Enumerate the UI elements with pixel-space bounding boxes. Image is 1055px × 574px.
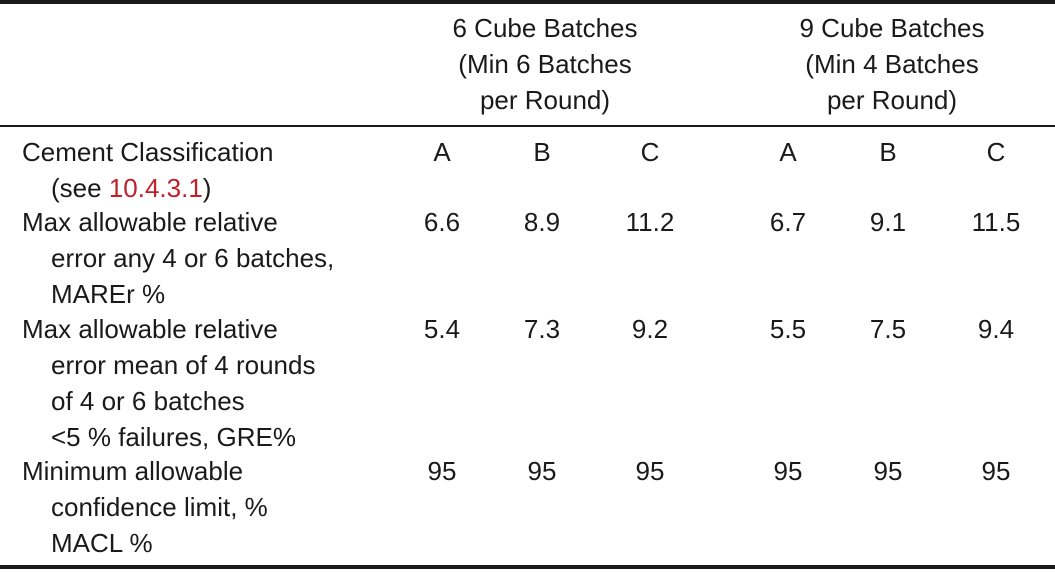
table-cell: 95 — [873, 456, 903, 486]
row-label: Minimum allowable confidence limit, % MA… — [22, 453, 402, 561]
table-cell: 11.5 — [971, 207, 1021, 237]
table-cell: 95 — [773, 456, 803, 486]
table-cell: 95 — [427, 456, 457, 486]
table-cell: 95 — [981, 456, 1011, 486]
table-cell: B — [879, 137, 897, 167]
row-label-line: Max allowable relative — [22, 207, 278, 237]
table-cell: 6.7 — [769, 207, 807, 237]
row-label-prefix: (see — [51, 173, 109, 203]
table-cell: 8.9 — [523, 207, 561, 237]
header-line: per Round) — [826, 85, 958, 115]
table-cell: 7.5 — [869, 314, 907, 344]
row-label-line: MAREr % — [51, 279, 166, 309]
row-label-line: MACL % — [51, 528, 153, 558]
row-label: Cement Classification (see 10.4.3.1) — [22, 134, 402, 206]
row-label-line: error any 4 or 6 batches, — [51, 243, 335, 273]
row-label-line: Minimum allowable — [22, 456, 244, 486]
table-top-rule — [0, 0, 1055, 4]
table-cell: 95 — [527, 456, 557, 486]
header-line: 6 Cube Batches — [452, 13, 638, 43]
table-cell: A — [779, 137, 797, 167]
table-cell: C — [640, 137, 660, 167]
row-label-line: (see 10.4.3.1) — [22, 170, 402, 206]
table-cell: 9.2 — [631, 314, 669, 344]
table-cell: 9.4 — [977, 314, 1015, 344]
row-label-suffix: ) — [202, 173, 212, 203]
header-separator-rule — [0, 125, 1055, 127]
header-line: (Min 4 Batches — [805, 49, 979, 79]
table-cell: B — [533, 137, 551, 167]
row-label-line: <5 % failures, GRE% — [51, 422, 296, 452]
section-reference-link[interactable]: 10.4.3.1 — [108, 173, 203, 203]
column-group-header-6-cube: 6 Cube Batches (Min 6 Batches per Round) — [425, 10, 665, 118]
header-line: 9 Cube Batches — [799, 13, 985, 43]
row-label-line: Max allowable relative — [22, 314, 278, 344]
row-label: Max allowable relative error any 4 or 6 … — [22, 204, 402, 312]
table-cell: C — [986, 137, 1006, 167]
row-label-line: error mean of 4 rounds — [51, 350, 316, 380]
table-cell: 95 — [635, 456, 665, 486]
row-label-line: of 4 or 6 batches — [51, 386, 245, 416]
column-group-header-9-cube: 9 Cube Batches (Min 4 Batches per Round) — [772, 10, 1012, 118]
table-cell: 6.6 — [423, 207, 461, 237]
table-cell: 9.1 — [869, 207, 907, 237]
header-line: per Round) — [479, 85, 611, 115]
table-cell: 5.4 — [423, 314, 461, 344]
table-bottom-rule — [0, 565, 1055, 569]
table-cell: 11.2 — [625, 207, 675, 237]
table-cell: 7.3 — [523, 314, 561, 344]
header-line: (Min 6 Batches — [458, 49, 632, 79]
table-cell: A — [433, 137, 451, 167]
row-label-line: confidence limit, % — [51, 492, 268, 522]
row-label-line: Cement Classification — [22, 137, 274, 167]
row-label: Max allowable relative error mean of 4 r… — [22, 311, 402, 455]
table-cell: 5.5 — [769, 314, 807, 344]
